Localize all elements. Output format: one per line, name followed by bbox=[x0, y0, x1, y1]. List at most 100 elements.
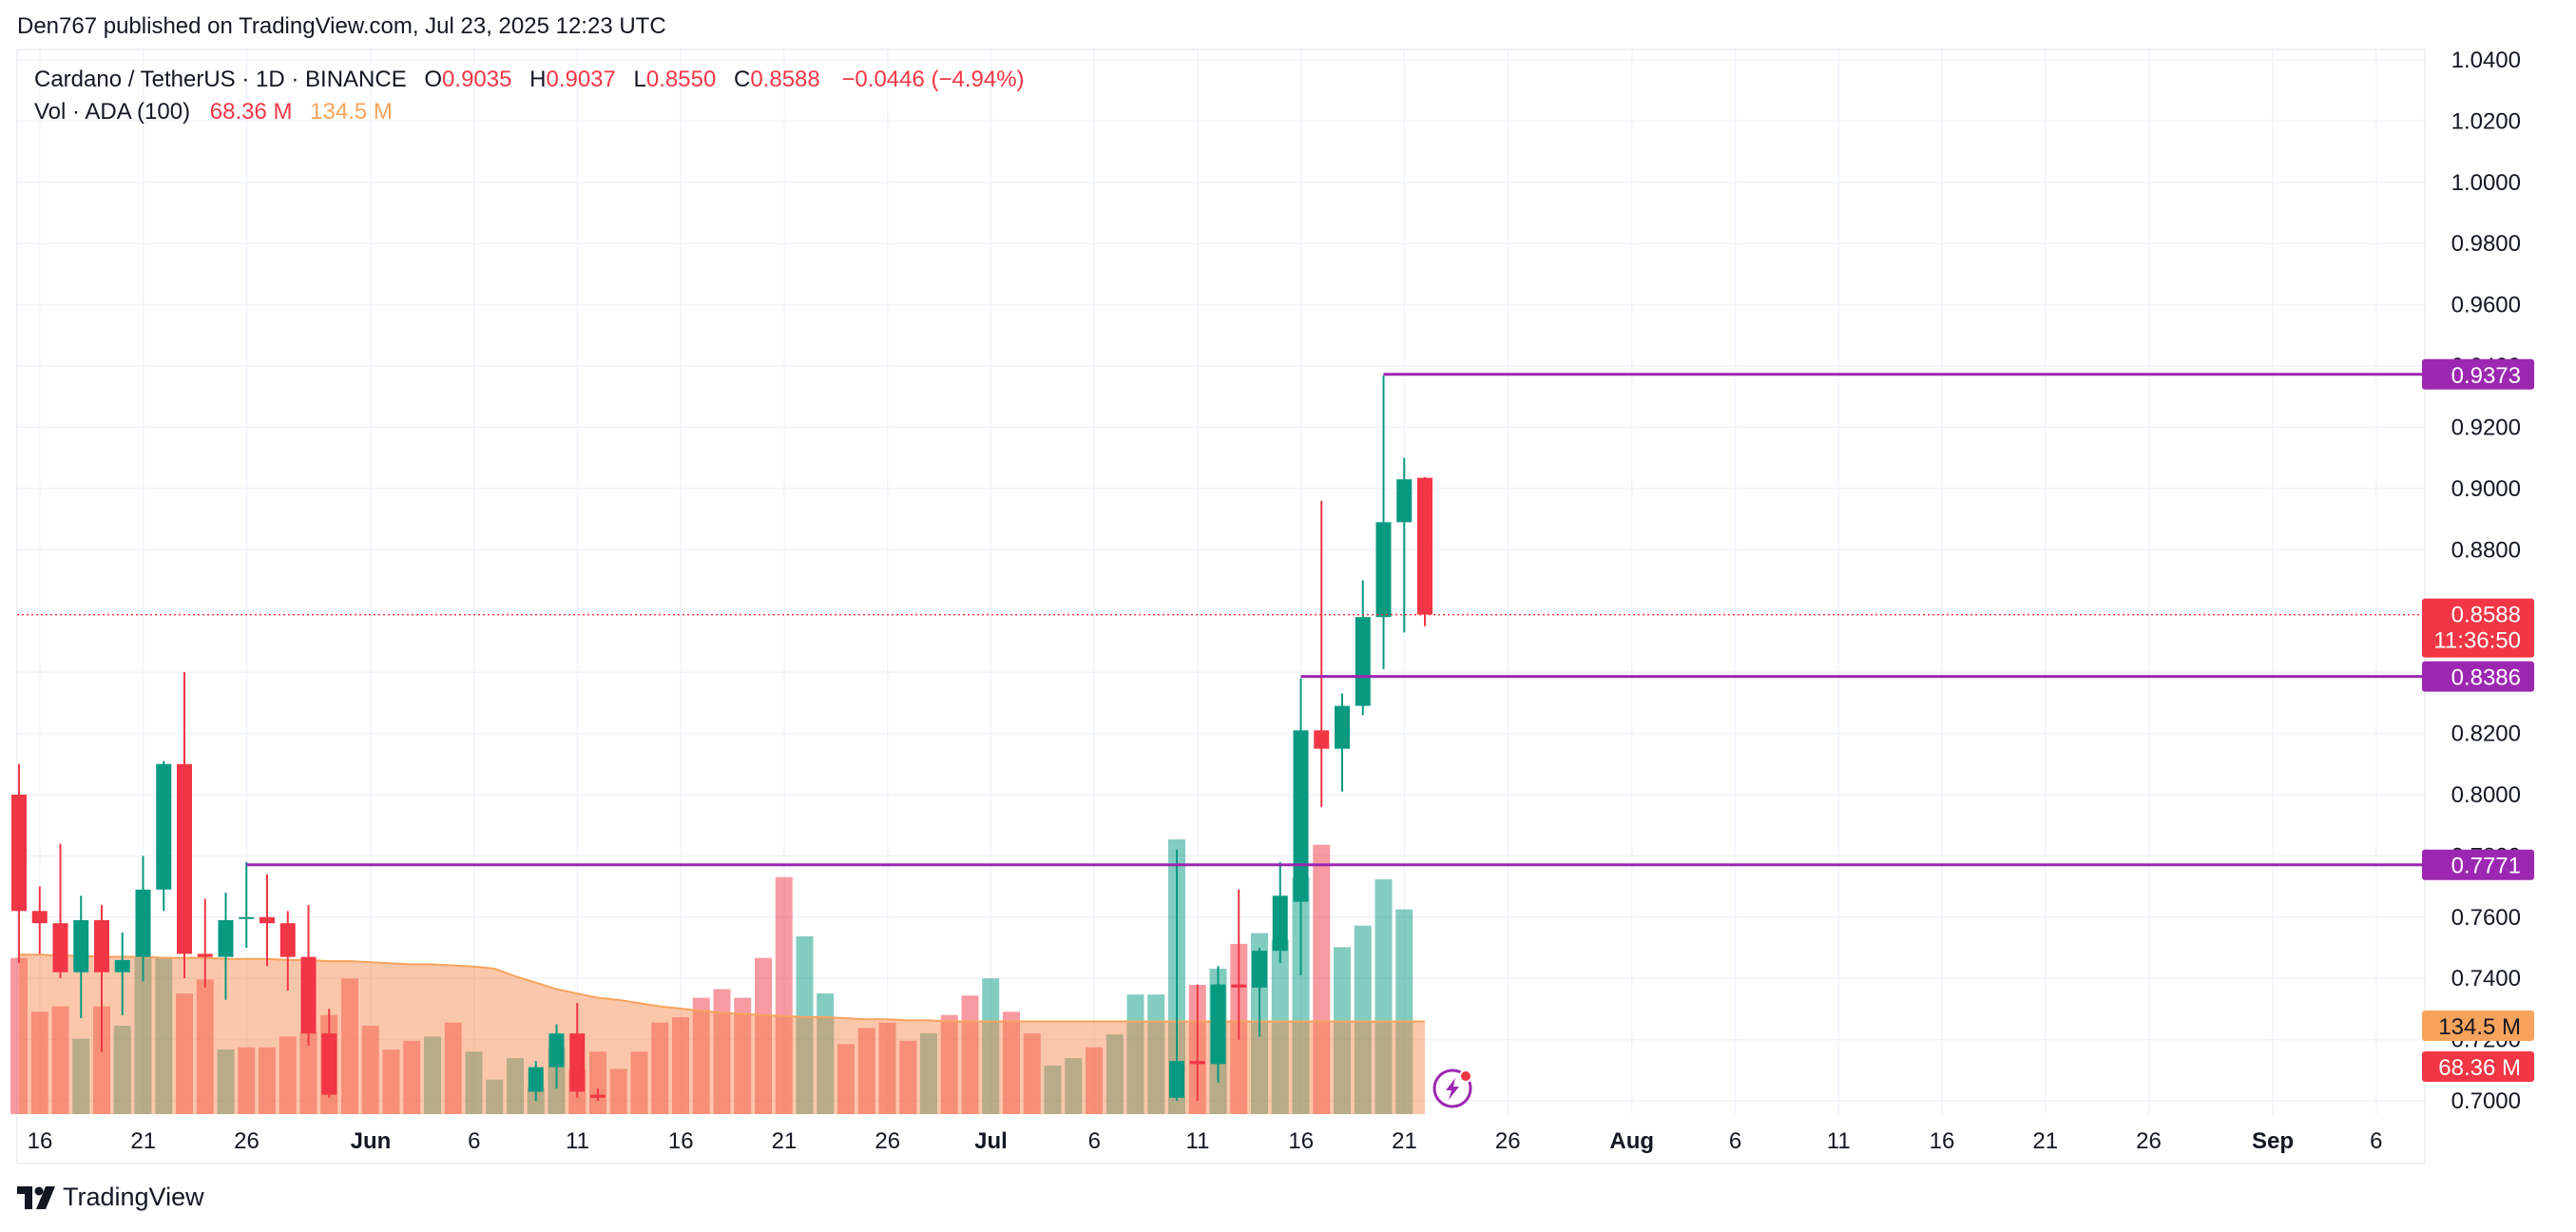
x-tick-label: 11 bbox=[1186, 1128, 1210, 1154]
volume-ma-line bbox=[19, 953, 1425, 1023]
time-axis[interactable]: 16 21 26 Jun 6 11 16 21 26 Jul 6 11 16 21 26 Aug 6 11 16 21… bbox=[28, 1128, 2383, 1154]
candle-body bbox=[321, 1033, 337, 1095]
candle-body bbox=[1355, 617, 1371, 706]
x-tick-label: 21 bbox=[1392, 1128, 1417, 1154]
high-value: 0.9037 bbox=[546, 67, 616, 92]
volume-legend[interactable]: Vol · ADA (100) 68.36 M 134.5 M bbox=[34, 99, 398, 125]
x-tick-label: 11 bbox=[1827, 1128, 1851, 1154]
tradingview-logo-icon bbox=[17, 1185, 55, 1209]
volume-bar bbox=[775, 876, 793, 1114]
publisher-header: Den767 published on TradingView.com, Jul… bbox=[17, 13, 666, 39]
open-value: 0.9035 bbox=[442, 67, 512, 92]
volume-bar bbox=[837, 1044, 855, 1114]
candle-body bbox=[569, 1033, 586, 1092]
volume-bar bbox=[176, 993, 193, 1114]
symbol-title[interactable]: Cardano / TetherUS · 1D · BINANCE bbox=[34, 67, 407, 92]
x-tick-label: 21 bbox=[772, 1128, 798, 1154]
candle-body bbox=[94, 919, 109, 972]
candle-body bbox=[73, 919, 89, 972]
volume-bar bbox=[1313, 844, 1331, 1114]
x-tick-label: Aug bbox=[1609, 1128, 1654, 1154]
y-tick-label: 0.7400 bbox=[2451, 966, 2521, 991]
y-tick-label: 0.8200 bbox=[2451, 722, 2521, 747]
volume-bar bbox=[10, 957, 28, 1114]
candle-body bbox=[114, 959, 130, 972]
volume-bar bbox=[692, 997, 710, 1114]
candle-body bbox=[1252, 951, 1267, 988]
y-tick-label: 1.0200 bbox=[2451, 108, 2521, 134]
volume-bar bbox=[857, 1028, 875, 1114]
volume-bar bbox=[279, 1036, 297, 1114]
volume-bar bbox=[899, 1040, 917, 1114]
tradingview-logo-text: TradingView bbox=[63, 1183, 204, 1211]
candle-body bbox=[590, 1094, 606, 1098]
horizontal-levels bbox=[246, 373, 2425, 867]
candle-body bbox=[260, 916, 275, 924]
x-tick-label: Jul bbox=[974, 1128, 1008, 1154]
candle-body bbox=[1293, 730, 1309, 902]
x-tick-label: 26 bbox=[234, 1128, 260, 1154]
volume-bar bbox=[113, 1026, 131, 1114]
last-price-badge-text: 0.8588 bbox=[2451, 603, 2521, 628]
y-tick-label: 1.0400 bbox=[2451, 48, 2521, 73]
volume-bar bbox=[196, 979, 214, 1114]
high-label: H bbox=[529, 67, 547, 92]
volume-bar bbox=[299, 1031, 317, 1114]
volume-bar bbox=[630, 1051, 648, 1114]
close-value: 0.8588 bbox=[750, 67, 820, 92]
open-label: O bbox=[424, 67, 443, 92]
y-tick-label: 0.9200 bbox=[2451, 414, 2521, 440]
y-tick-label: 0.7600 bbox=[2451, 905, 2521, 931]
candle-body bbox=[31, 911, 48, 924]
tradingview-logo[interactable]: TradingView bbox=[17, 1183, 204, 1212]
volume-bar bbox=[1003, 1011, 1020, 1114]
volume-bar bbox=[507, 1058, 524, 1114]
change-value: −0.0446 (−4.94%) bbox=[841, 67, 1025, 92]
volume-bar bbox=[920, 1033, 937, 1114]
candle-body bbox=[279, 923, 296, 957]
volume-bar bbox=[1023, 1033, 1041, 1114]
symbol-legend[interactable]: Cardano / TetherUS · 1D · BINANCE O0.903… bbox=[34, 67, 1030, 93]
volume-bar bbox=[940, 1014, 958, 1114]
x-tick-label: 26 bbox=[875, 1128, 900, 1154]
candle-body bbox=[1231, 984, 1247, 988]
volume-bar bbox=[259, 1047, 276, 1114]
last-price-badge bbox=[2422, 598, 2534, 658]
x-tick-label: 21 bbox=[130, 1128, 156, 1154]
volume-bar bbox=[961, 995, 979, 1114]
volume-bar bbox=[465, 1051, 483, 1114]
candle-body bbox=[300, 956, 317, 1034]
y-tick-label: 0.9000 bbox=[2451, 476, 2521, 502]
volume-bar bbox=[817, 993, 835, 1114]
volume-bar bbox=[1065, 1058, 1083, 1114]
volume-bar bbox=[424, 1036, 441, 1114]
volume-label[interactable]: Vol · ADA (100) bbox=[34, 99, 191, 125]
volume-bar bbox=[651, 1022, 669, 1114]
level-price-badge bbox=[2422, 358, 2534, 390]
volume-bar bbox=[1105, 1034, 1124, 1114]
x-tick-label: 16 bbox=[1288, 1128, 1314, 1154]
level-price-badge bbox=[2422, 849, 2534, 880]
volume-histogram bbox=[10, 839, 1425, 1114]
candle-body bbox=[218, 919, 234, 957]
candle-body bbox=[135, 889, 151, 957]
candle-body bbox=[1335, 705, 1350, 749]
volume-bar bbox=[713, 989, 731, 1114]
volume-bar bbox=[51, 1006, 69, 1114]
candle-body bbox=[1210, 984, 1226, 1065]
x-tick-label: 6 bbox=[1729, 1128, 1741, 1154]
x-tick-label: Sep bbox=[2252, 1128, 2294, 1154]
flash-icon[interactable] bbox=[1432, 1068, 1472, 1108]
x-tick-label: 26 bbox=[1495, 1128, 1521, 1154]
x-tick-label: Jun bbox=[351, 1128, 392, 1154]
volume-badge bbox=[2422, 1051, 2534, 1082]
x-tick-label: 16 bbox=[668, 1128, 694, 1154]
x-tick-label: 6 bbox=[2370, 1128, 2382, 1154]
candle-body bbox=[1417, 477, 1432, 615]
volume-bar bbox=[1334, 947, 1351, 1114]
x-tick-label: 21 bbox=[2032, 1128, 2058, 1154]
candle-body bbox=[1169, 1061, 1184, 1098]
volume-ma-badge-text: 134.5 M bbox=[2438, 1014, 2521, 1040]
price-axis[interactable]: 0.70000.72000.74000.76000.78000.80000.82… bbox=[2451, 48, 2521, 1114]
